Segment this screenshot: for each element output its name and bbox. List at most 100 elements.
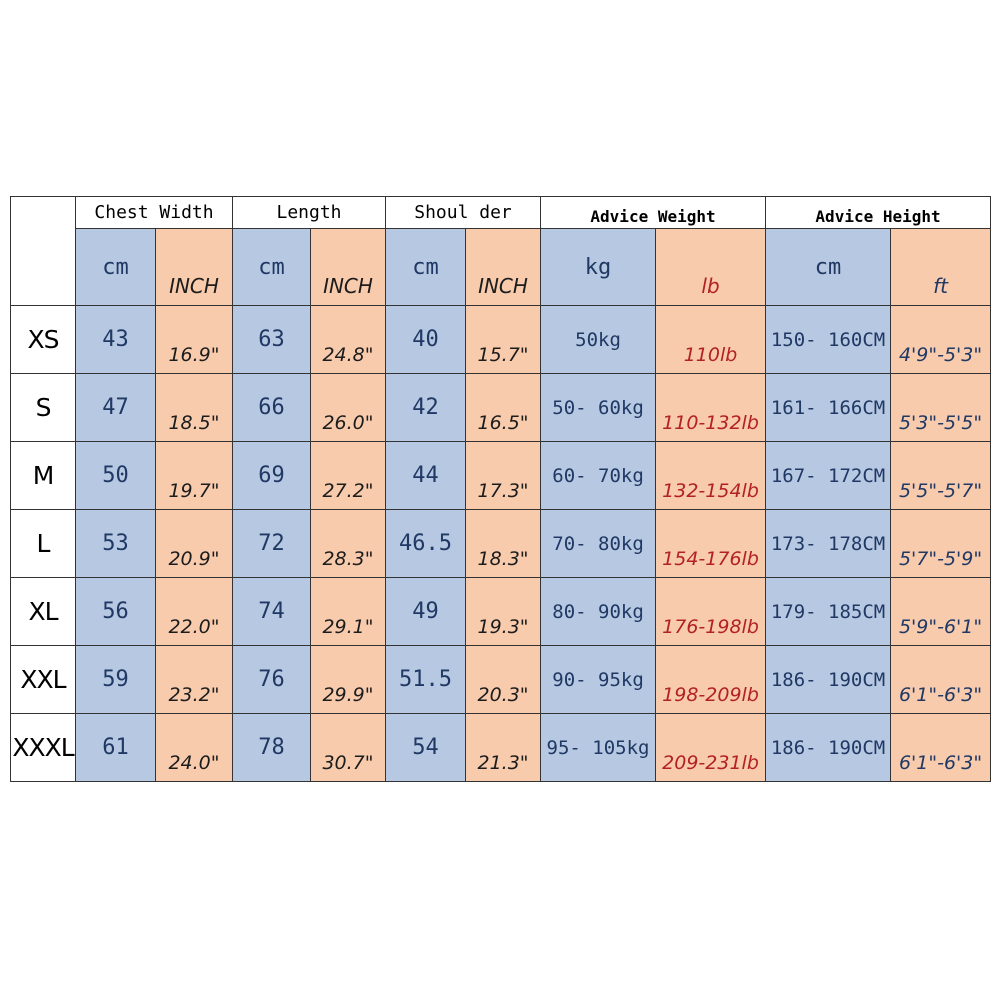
size-label: L [10,509,76,578]
unit-shoulder-cm: cm [385,228,466,306]
cell-shoulder-inch: 16.5" [464,373,542,442]
unit-header-row: cm INCH cm INCH cm INCH kg lb cm ft [11,228,992,306]
table-row: XS 43 16.9" 63 24.8" 40 15.7" 50kg 110lb… [10,305,992,374]
cell-shoulder-cm: 46.5 [385,509,466,578]
size-label: S [10,373,76,442]
cell-shoulder-inch: 18.3" [464,509,542,578]
unit-height-ft: ft [890,228,992,306]
group-header-shoulder: Shoul der [384,196,542,229]
size-label: XXL [10,645,76,714]
cell-shoulder-cm: 40 [385,305,466,374]
cell-weight-kg: 70- 80kg [540,509,657,578]
cell-chest-inch: 23.2" [155,645,233,714]
cell-shoulder-cm: 44 [385,441,466,510]
cell-shoulder-inch: 19.3" [464,577,542,646]
cell-length-inch: 29.9" [310,645,386,714]
cell-chest-inch: 18.5" [155,373,233,442]
unit-height-cm: cm [765,228,892,306]
cell-weight-kg: 95- 105kg [540,713,657,782]
cell-chest-cm: 43 [75,305,156,374]
size-label: XS [10,305,76,374]
table-row: XXXL 61 24.0" 78 30.7" 54 21.3" 95- 105k… [10,713,992,782]
cell-chest-cm: 53 [75,509,156,578]
group-header-row: Chest Width Length Shoul der Advice Weig… [10,196,992,306]
cell-height-cm: 150- 160CM [765,305,892,374]
unit-shoulder-inch: INCH [464,228,542,306]
cell-chest-cm: 59 [75,645,156,714]
table-row: S 47 18.5" 66 26.0" 42 16.5" 50- 60kg 11… [10,373,992,442]
cell-shoulder-cm: 42 [385,373,466,442]
unit-chest-inch: INCH [155,228,233,306]
table-row: M 50 19.7" 69 27.2" 44 17.3" 60- 70kg 13… [10,441,992,510]
cell-chest-inch: 19.7" [155,441,233,510]
cell-length-cm: 78 [232,713,311,782]
group-header-chest-width: Chest Width [75,196,233,229]
cell-shoulder-inch: 17.3" [464,441,542,510]
cell-weight-lb: 132-154lb [655,441,767,510]
table-row: XXL 59 23.2" 76 29.9" 51.5 20.3" 90- 95k… [10,645,992,714]
cell-length-inch: 30.7" [310,713,386,782]
cell-weight-kg: 90- 95kg [540,645,657,714]
cell-weight-lb: 176-198lb [655,577,767,646]
cell-weight-kg: 50kg [540,305,657,374]
cell-chest-cm: 47 [75,373,156,442]
cell-height-ft: 4'9"-5'3" [890,305,992,374]
cell-weight-lb: 110-132lb [655,373,767,442]
cell-height-ft: 5'9"-6'1" [890,577,992,646]
cell-chest-inch: 24.0" [155,713,233,782]
cell-length-inch: 28.3" [310,509,386,578]
cell-height-cm: 161- 166CM [765,373,892,442]
cell-weight-kg: 60- 70kg [540,441,657,510]
table-row: L 53 20.9" 72 28.3" 46.5 18.3" 70- 80kg … [10,509,992,578]
cell-chest-inch: 20.9" [155,509,233,578]
group-header-advice-height: Advice Height [765,196,992,229]
unit-chest-cm: cm [75,228,156,306]
unit-length-inch: INCH [310,228,386,306]
cell-height-cm: 173- 178CM [765,509,892,578]
size-chart-table: Chest Width Length Shoul der Advice Weig… [10,196,992,782]
cell-shoulder-cm: 49 [385,577,466,646]
cell-length-cm: 66 [232,373,311,442]
corner-cell [10,196,76,306]
cell-height-ft: 5'7"-5'9" [890,509,992,578]
cell-height-ft: 5'5"-5'7" [890,441,992,510]
cell-shoulder-cm: 51.5 [385,645,466,714]
cell-length-cm: 69 [232,441,311,510]
cell-chest-inch: 22.0" [155,577,233,646]
cell-weight-lb: 110lb [655,305,767,374]
size-label: XXXL [10,713,76,782]
cell-chest-cm: 56 [75,577,156,646]
cell-height-cm: 186- 190CM [765,645,892,714]
cell-height-cm: 179- 185CM [765,577,892,646]
cell-height-ft: 6'1"-6'3" [890,645,992,714]
cell-chest-cm: 61 [75,713,156,782]
cell-weight-kg: 80- 90kg [540,577,657,646]
cell-chest-inch: 16.9" [155,305,233,374]
cell-length-inch: 24.8" [310,305,386,374]
cell-height-ft: 5'3"-5'5" [890,373,992,442]
cell-height-cm: 167- 172CM [765,441,892,510]
table-row: XL 56 22.0" 74 29.1" 49 19.3" 80- 90kg 1… [10,577,992,646]
cell-length-cm: 72 [232,509,311,578]
cell-shoulder-inch: 15.7" [464,305,542,374]
cell-weight-kg: 50- 60kg [540,373,657,442]
size-label: M [10,441,76,510]
cell-length-cm: 74 [232,577,311,646]
cell-chest-cm: 50 [75,441,156,510]
cell-shoulder-inch: 20.3" [464,645,542,714]
group-header-advice-weight: Advice Weight [540,196,767,229]
size-label: XL [10,577,76,646]
cell-weight-lb: 198-209lb [655,645,767,714]
cell-length-inch: 29.1" [310,577,386,646]
cell-shoulder-inch: 21.3" [464,713,542,782]
cell-height-cm: 186- 190CM [765,713,892,782]
cell-length-cm: 63 [232,305,311,374]
cell-weight-lb: 209-231lb [655,713,767,782]
group-header-length: Length [232,196,386,229]
unit-weight-lb: lb [655,228,767,306]
unit-weight-kg: kg [540,228,657,306]
unit-length-cm: cm [232,228,311,306]
cell-length-inch: 26.0" [310,373,386,442]
cell-weight-lb: 154-176lb [655,509,767,578]
